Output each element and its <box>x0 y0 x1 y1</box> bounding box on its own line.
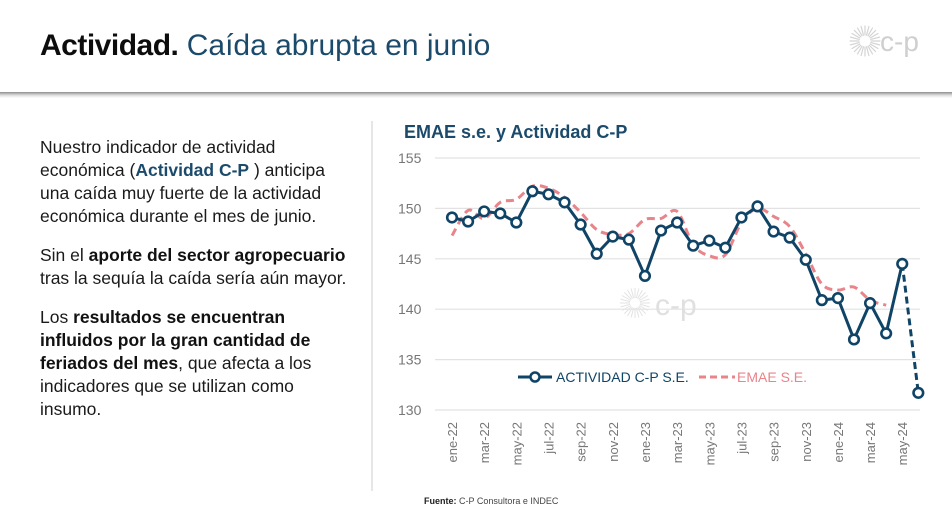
p3-text: Los <box>40 307 74 327</box>
legend-label-emae: EMAE S.E. <box>737 369 807 385</box>
y-tick-label: 135 <box>398 352 422 368</box>
series-line-emae <box>450 184 887 307</box>
data-point-actividad <box>687 239 700 252</box>
data-point-actividad <box>510 216 523 229</box>
x-tick-label: jul-23 <box>734 422 749 455</box>
p1-brand: Actividad C-P <box>135 160 250 180</box>
p3-bold: resultados se encuentran influidos por l… <box>40 307 311 373</box>
data-point-actividad <box>638 269 652 283</box>
data-point-actividad <box>831 292 845 305</box>
data-point-actividad <box>880 327 893 340</box>
source-label: Fuente: <box>424 496 457 506</box>
x-tick-label: nov-22 <box>606 422 621 462</box>
data-point-actividad <box>912 386 925 399</box>
data-point-actividad <box>494 207 507 220</box>
y-tick-label: 145 <box>398 251 422 267</box>
y-tick-label: 130 <box>398 402 422 418</box>
data-point-actividad <box>622 233 635 246</box>
header-divider <box>0 92 952 98</box>
data-point-actividad <box>815 294 828 307</box>
data-point-actividad <box>606 230 619 243</box>
data-point-actividad <box>542 188 555 201</box>
x-tick-label: mar-22 <box>477 422 492 463</box>
data-point-actividad <box>558 196 571 209</box>
legend-marker-actividad <box>529 371 541 383</box>
data-point-actividad <box>896 257 909 270</box>
x-tick-label: mar-23 <box>670 422 685 463</box>
data-point-actividad <box>590 247 603 260</box>
data-point-actividad <box>799 253 812 266</box>
data-point-actividad <box>671 216 684 229</box>
x-tick-label: may-24 <box>895 422 910 465</box>
p2-text: Sin el <box>40 245 89 265</box>
page-title-subtitle: Caída abrupta en junio <box>186 29 491 62</box>
x-tick-label: ene-22 <box>445 422 460 462</box>
data-point-actividad <box>445 211 459 224</box>
page-title-bold: Actividad. <box>40 29 179 62</box>
data-point-actividad <box>461 215 475 228</box>
y-tick-label: 155 <box>398 150 422 166</box>
x-tick-label: jul-22 <box>541 422 556 455</box>
chart-title: EMAE s.e. y Actividad C-P <box>404 122 628 142</box>
x-tick-label: mar-24 <box>863 422 878 463</box>
x-tick-label: sep-23 <box>767 422 782 462</box>
p2-bold: aporte del sector agropecuario <box>88 245 346 265</box>
p1-text: Nuestro indicador de actividad económica… <box>40 137 276 180</box>
svg-text:c-p: c-p <box>655 289 697 322</box>
x-tick-label: ene-24 <box>831 422 846 462</box>
data-point-actividad <box>703 234 716 247</box>
chart-legend: ACTIVIDAD C-P S.E. EMAE S.E. <box>518 369 807 385</box>
data-point-actividad <box>735 211 748 224</box>
paragraph-1: Nuestro indicador de actividad económica… <box>40 136 350 228</box>
page-title: Actividad. Caída abrupta en junio <box>40 26 490 66</box>
header: Actividad. Caída abrupta en junio c-p <box>0 0 952 92</box>
paragraph-2: Sin el aporte del sector agropecuario tr… <box>40 244 350 290</box>
source-text: C-P Consultora e INDEC <box>456 496 559 506</box>
y-tick-label: 140 <box>398 301 422 317</box>
data-point-actividad <box>751 200 764 213</box>
x-tick-label: sep-22 <box>574 422 589 462</box>
summary-text: Nuestro indicador de actividad económica… <box>40 136 350 437</box>
cp-logo-icon: c-p <box>849 25 919 57</box>
x-tick-label: may-22 <box>509 422 524 465</box>
x-tick-label: ene-23 <box>638 422 653 462</box>
y-tick-label: 150 <box>398 200 422 216</box>
logo-text: c-p <box>880 26 919 57</box>
data-point-actividad <box>478 205 491 218</box>
p2-text-end: tras la sequía la caída sería aún mayor. <box>40 268 347 288</box>
data-point-actividad <box>719 241 732 254</box>
p3-text-end: , que afecta a los indicadores que se ut… <box>40 353 312 419</box>
watermark-logo-icon: c-p <box>620 288 697 322</box>
data-point-actividad <box>654 224 668 237</box>
data-point-actividad <box>847 333 861 346</box>
legend-label-actividad: ACTIVIDAD C-P S.E. <box>556 369 689 385</box>
data-point-actividad <box>863 297 877 310</box>
vertical-divider <box>371 121 373 491</box>
data-point-actividad <box>526 185 539 198</box>
x-tick-label: may-23 <box>702 422 717 465</box>
source-note: Fuente: C-P Consultora e INDEC <box>424 496 558 506</box>
paragraph-3: Los resultados se encuentran influidos p… <box>40 306 350 421</box>
data-point-actividad <box>767 225 780 238</box>
data-point-actividad <box>574 218 587 231</box>
x-tick-label: nov-23 <box>799 422 814 462</box>
series-line-actividad-projection <box>900 263 920 394</box>
line-chart: 155 150 145 140 135 130 ene-22 mar-22 may-22 jul… <box>398 150 925 465</box>
data-point-actividad <box>783 231 796 244</box>
p1-text-end: ) anticipa una caída muy fuerte de la ac… <box>40 160 325 226</box>
